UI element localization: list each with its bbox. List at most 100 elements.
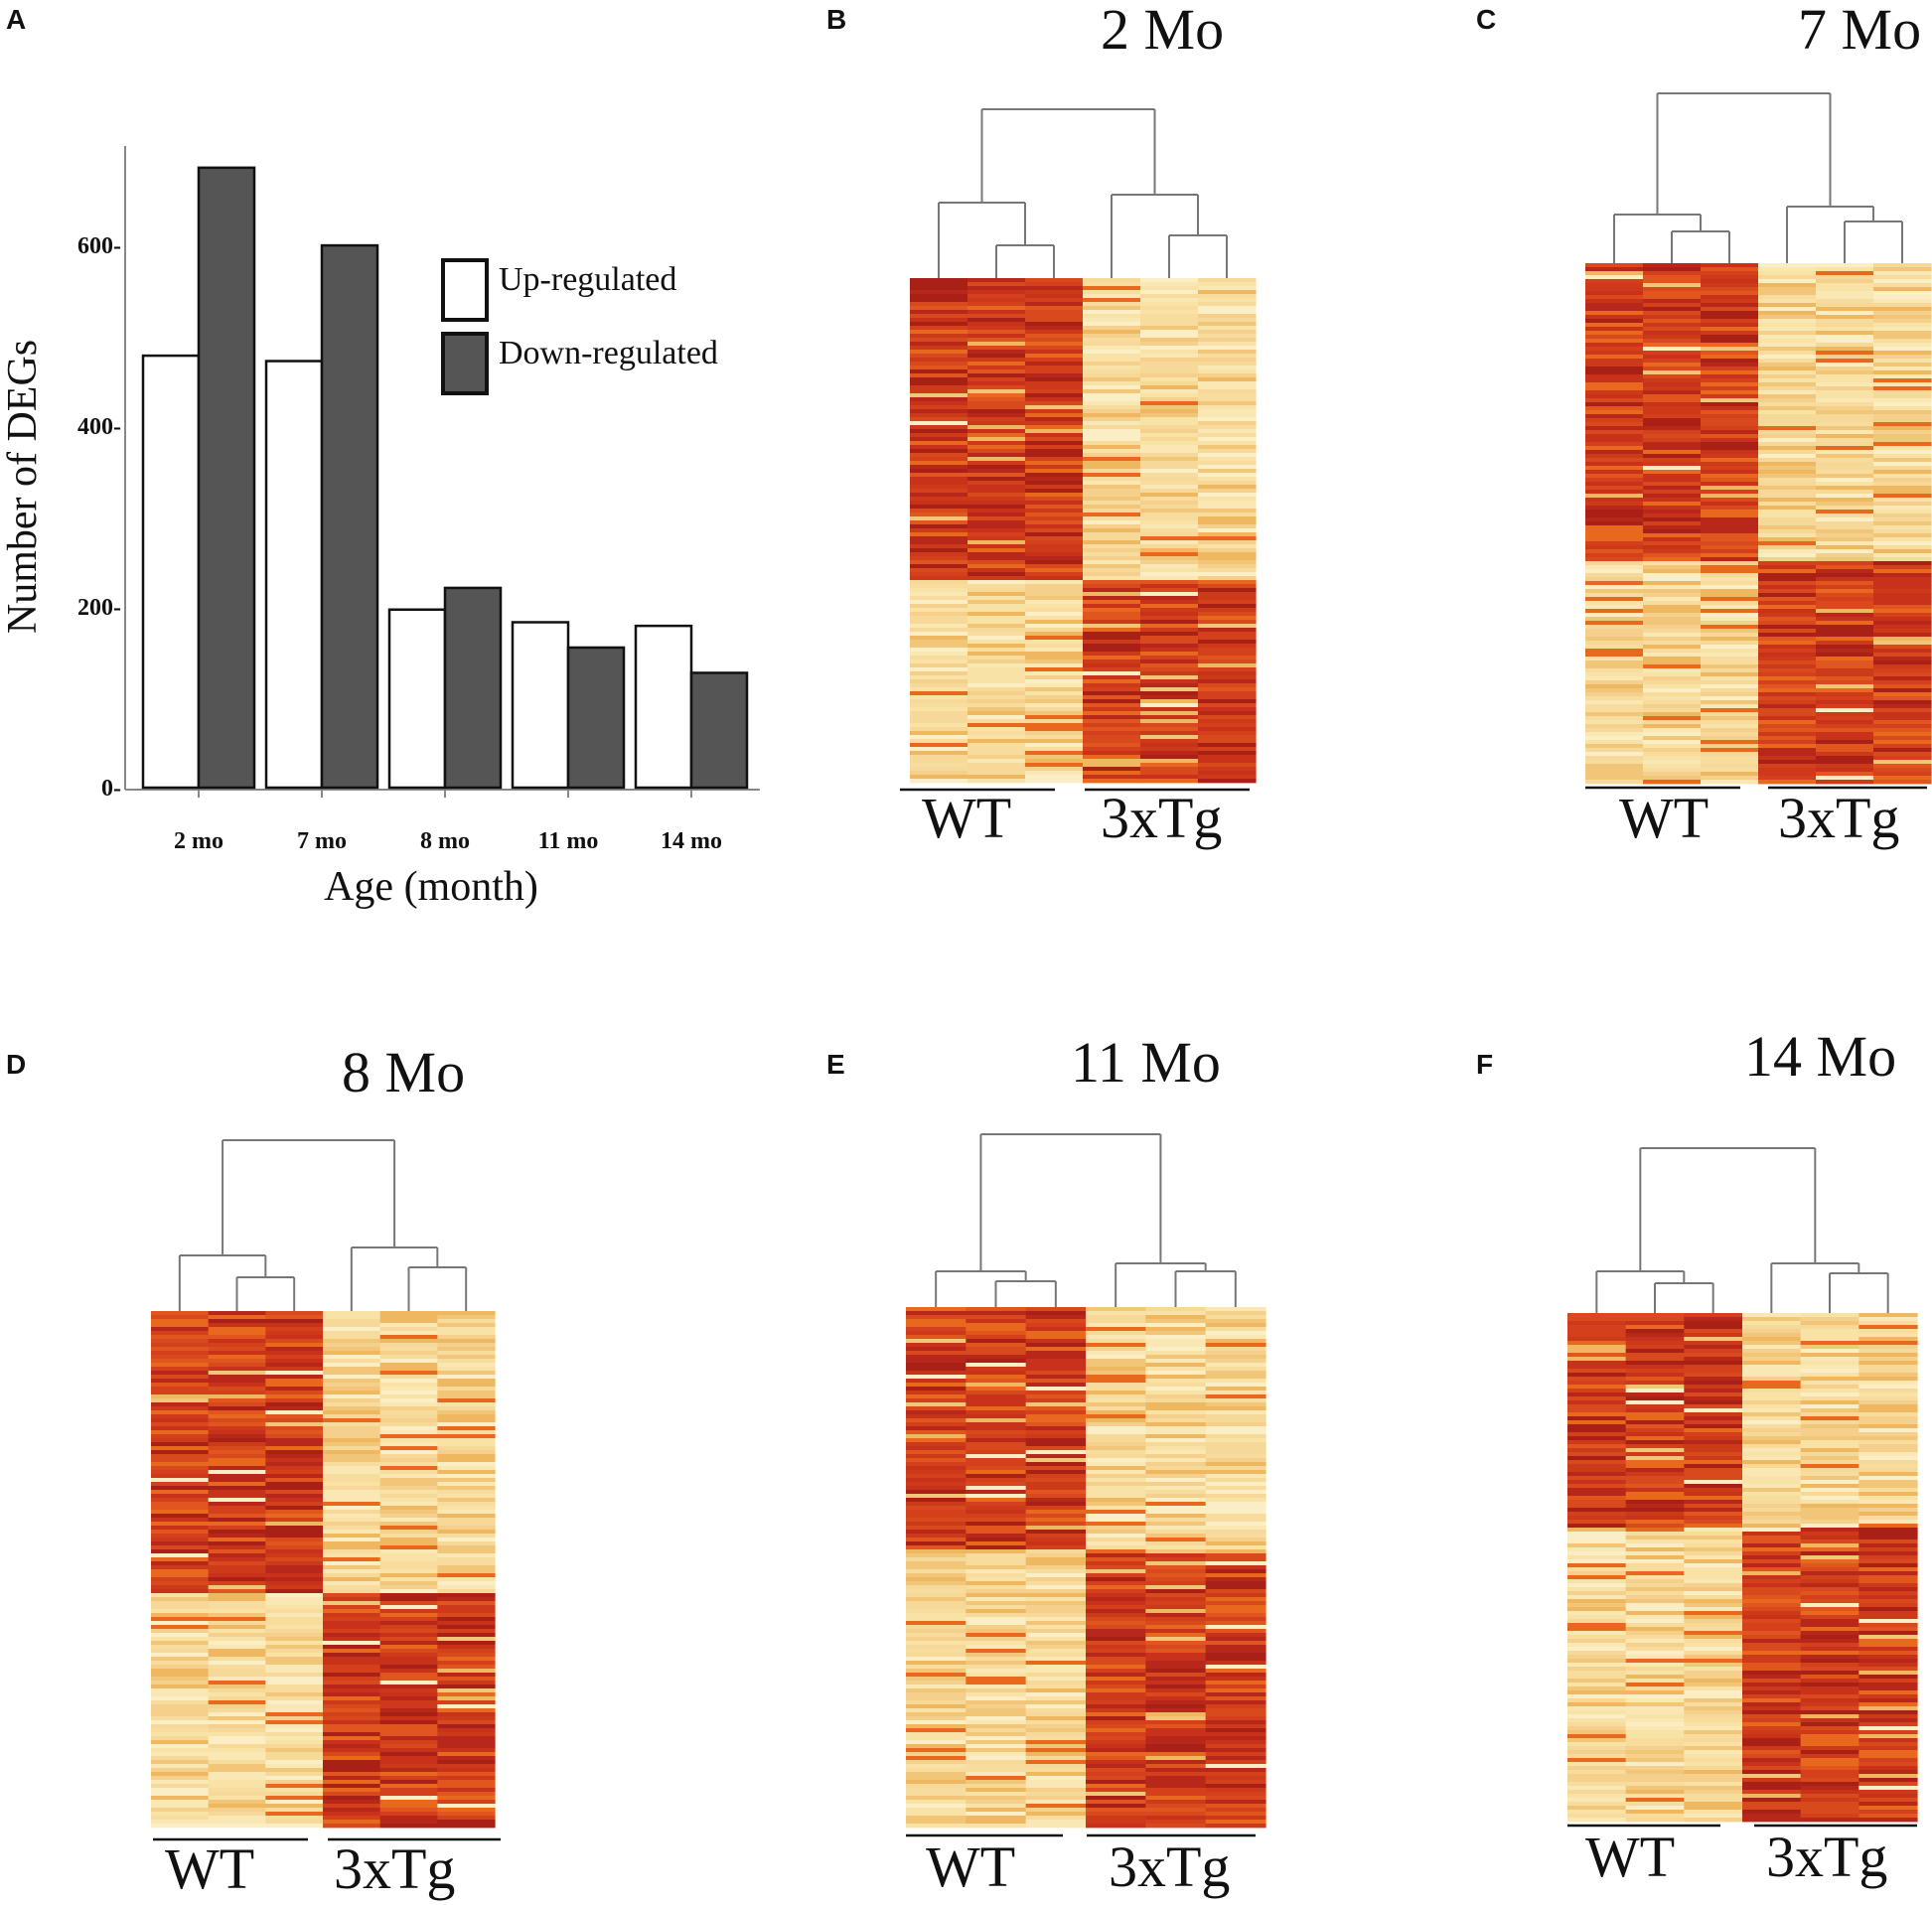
heatmap-cell <box>1873 712 1932 717</box>
heatmap-cell <box>1567 1742 1627 1747</box>
heatmap-cell <box>1083 588 1141 593</box>
heatmap-cell <box>1816 347 1874 352</box>
heatmap-cell <box>1625 1369 1685 1374</box>
heatmap-cell <box>1873 557 1932 562</box>
heatmap-cell <box>966 1764 1027 1769</box>
heatmap-cell <box>1858 1381 1918 1386</box>
heatmap-cell <box>379 1438 438 1443</box>
heatmap-cell <box>1800 1671 1859 1676</box>
heatmap-cell <box>1758 573 1817 578</box>
heatmap-cell <box>1873 434 1932 439</box>
heatmap-cell <box>1567 1555 1627 1560</box>
heatmap-cell <box>437 1426 496 1431</box>
heatmap-cell <box>151 1371 210 1376</box>
heatmap-cell <box>323 1359 381 1364</box>
heatmap-cell <box>1758 434 1817 439</box>
heatmap-cell <box>1684 1472 1743 1477</box>
heatmap-cell <box>1567 1408 1627 1413</box>
heatmap-cell <box>1816 434 1874 439</box>
heatmap-cell <box>151 1669 210 1674</box>
heatmap-cell <box>1205 1494 1266 1499</box>
heatmap-cell <box>1873 366 1932 371</box>
heatmap-cell <box>1858 1778 1918 1783</box>
heatmap-cell <box>208 1541 266 1546</box>
heatmap-cell <box>1140 628 1199 633</box>
heatmap-cell <box>265 1589 324 1594</box>
heatmap-cell <box>967 751 1026 756</box>
heatmap-cell <box>437 1724 496 1729</box>
heatmap-cell <box>1086 1541 1146 1546</box>
heatmap-cell <box>967 278 1026 283</box>
heatmap-cell <box>265 1800 324 1805</box>
heatmap-cell <box>1684 1484 1743 1489</box>
heatmap-cell <box>1025 1406 1087 1411</box>
heatmap-cell <box>1800 1742 1859 1747</box>
heatmap-cell <box>208 1347 266 1352</box>
heatmap-cell <box>1025 493 1084 498</box>
heatmap-cell <box>910 624 968 629</box>
heatmap-cell <box>265 1764 324 1769</box>
heatmap-cell <box>967 727 1026 732</box>
heatmap-cell <box>1800 1679 1859 1684</box>
heatmap-cell <box>379 1748 438 1753</box>
heatmap-cell <box>966 1530 1027 1535</box>
heatmap-cell <box>906 1430 966 1435</box>
heatmap-cell <box>967 612 1026 617</box>
heatmap-cell <box>1742 1528 1802 1533</box>
heatmap-cell <box>437 1768 496 1773</box>
heatmap-cell <box>1198 373 1257 378</box>
heatmap-cell <box>967 354 1026 359</box>
heatmap-cell <box>1684 1452 1743 1457</box>
heatmap-cell <box>323 1665 381 1670</box>
heatmap-cell <box>437 1518 496 1523</box>
heatmap-cell <box>1083 719 1141 724</box>
heatmap-cell <box>1742 1404 1802 1409</box>
heatmap-cell <box>967 775 1026 780</box>
heatmap-cell <box>265 1530 324 1535</box>
heatmap-cell <box>1145 1327 1207 1332</box>
heatmap-cell <box>1083 648 1141 653</box>
heatmap-cell <box>1742 1694 1802 1699</box>
heatmap-cell <box>265 1649 324 1654</box>
heatmap-cell <box>967 369 1026 374</box>
heatmap-cell <box>1625 1746 1685 1751</box>
heatmap-cell <box>910 608 968 613</box>
heatmap-cell <box>379 1776 438 1781</box>
heatmap-cell <box>1701 748 1759 753</box>
heatmap-cell <box>1585 406 1644 411</box>
heatmap-cell <box>1025 1808 1087 1813</box>
heatmap-cell <box>1873 533 1932 538</box>
heatmap-cell <box>1643 287 1702 292</box>
heatmap-cell <box>1758 708 1817 713</box>
heatmap-cell <box>1140 683 1199 688</box>
heatmap-cell <box>1585 732 1644 737</box>
heatmap-cell <box>1585 565 1644 570</box>
heatmap-cell <box>265 1780 324 1785</box>
heatmap-cell <box>208 1688 266 1693</box>
heatmap-cell <box>1800 1722 1859 1727</box>
heatmap-cell <box>906 1351 966 1356</box>
heatmap-cell <box>1701 617 1759 622</box>
heatmap-cell <box>1145 1589 1207 1594</box>
heatmap-cell <box>1816 645 1874 650</box>
heatmap-cell <box>1873 498 1932 503</box>
heatmap-cell <box>1198 389 1257 394</box>
heatmap-cell <box>1643 613 1702 618</box>
heatmap-cell <box>1873 359 1932 364</box>
heatmap-cell <box>1800 1504 1859 1509</box>
heatmap-cell <box>1643 355 1702 360</box>
heatmap-cell <box>1643 366 1702 371</box>
heatmap-cell <box>1816 756 1874 761</box>
heatmap-cell <box>1025 572 1084 577</box>
heatmap-cell <box>208 1661 266 1666</box>
heatmap-cell <box>1198 652 1257 657</box>
heatmap-cell <box>1858 1722 1918 1727</box>
heatmap-cell <box>437 1621 496 1626</box>
heatmap-cell <box>1701 772 1759 777</box>
group-label-wt-b: WT <box>922 786 1012 850</box>
heatmap-cell <box>966 1541 1027 1546</box>
heatmap-cell <box>1684 1603 1743 1608</box>
heatmap-cell <box>208 1506 266 1511</box>
heatmap-cell <box>1025 1450 1087 1455</box>
heatmap-cell <box>1684 1373 1743 1378</box>
